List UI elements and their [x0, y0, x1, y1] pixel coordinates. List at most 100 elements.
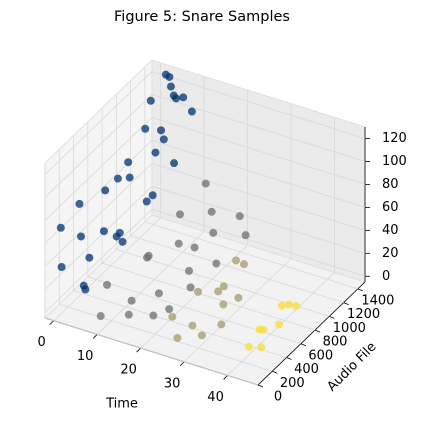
point [175, 210, 184, 219]
z-grid-line [151, 208, 366, 277]
point [179, 93, 188, 102]
point [292, 301, 301, 310]
z-grid-line [151, 94, 366, 162]
point [234, 293, 243, 302]
point [159, 135, 168, 144]
z-grid-line [151, 185, 366, 254]
z-grid-line [44, 71, 153, 175]
y-tick-label: 600 [308, 348, 333, 363]
point [188, 321, 197, 330]
z-tick-label: 80 [382, 177, 399, 192]
point [219, 300, 228, 309]
point [113, 174, 122, 183]
y-grid-line [59, 303, 273, 372]
x-tick [179, 361, 185, 367]
y-tick-label: 0 [274, 390, 282, 405]
x-tick-label: 40 [207, 390, 224, 405]
point [209, 228, 218, 237]
point [125, 173, 134, 182]
point [127, 296, 136, 305]
y-tick [300, 343, 306, 347]
point [201, 179, 210, 188]
x-tick-label: 0 [38, 335, 46, 350]
z-grid-line [44, 163, 153, 267]
point [219, 282, 228, 291]
x-grid-line [140, 244, 248, 349]
point [101, 186, 110, 195]
y-tick-label: 800 [323, 335, 348, 350]
y-tick-label: 400 [294, 362, 319, 377]
point [187, 107, 196, 116]
point [214, 287, 223, 296]
y-tick [329, 315, 335, 319]
point [103, 280, 112, 289]
point [212, 259, 221, 268]
point [56, 223, 65, 232]
z-grid-line [151, 117, 366, 185]
point [174, 239, 183, 248]
point [149, 311, 158, 320]
z-grid-line [44, 117, 153, 221]
y-tick [272, 370, 278, 374]
point [235, 212, 244, 221]
point [207, 207, 216, 216]
point [165, 305, 174, 314]
panes [44, 58, 366, 386]
point [146, 96, 155, 105]
point [217, 320, 226, 329]
x-grid-line [53, 217, 161, 322]
z-grid-line [151, 71, 366, 139]
point [275, 320, 284, 329]
point [81, 285, 90, 294]
point [277, 301, 286, 310]
x-tick [92, 334, 98, 339]
y-tick-label: 1000 [333, 321, 366, 336]
x-tick-label: 20 [120, 363, 137, 378]
x-tick-label: 10 [77, 349, 94, 364]
z-tick-label: 100 [382, 154, 407, 169]
x-grid-line [96, 231, 205, 335]
z-grid-line [44, 186, 153, 290]
point [124, 158, 133, 167]
z-axis-label: Pitch [423, 179, 426, 211]
point [232, 256, 241, 265]
x-axis-label: Time [105, 397, 138, 412]
point [57, 263, 66, 272]
y-tick-label: 1400 [361, 293, 394, 308]
y-tick-label: 1200 [347, 307, 380, 322]
z-tick-label: 120 [382, 131, 407, 146]
y-tick [286, 357, 292, 360]
point [239, 260, 248, 269]
point [118, 237, 127, 246]
point [244, 342, 253, 351]
point [124, 310, 133, 319]
point [151, 148, 160, 157]
points [56, 70, 301, 352]
point [255, 325, 264, 334]
y-tick [357, 288, 364, 292]
x-tick [136, 347, 141, 353]
chart-title: Figure 5: Snare Samples [114, 9, 290, 25]
z-grid-line [151, 139, 366, 208]
z-tick-label: 0 [382, 269, 390, 284]
point [194, 287, 203, 296]
x-tick-label: 30 [164, 376, 181, 391]
point [284, 300, 293, 309]
point [99, 227, 108, 236]
y-tick-label: 200 [280, 376, 305, 391]
z-tick-label: 40 [382, 223, 399, 238]
point [157, 126, 166, 135]
y-grid-line [144, 221, 358, 290]
point [257, 343, 266, 352]
point [170, 159, 179, 168]
z-tick-label: 60 [382, 200, 399, 215]
point [241, 231, 250, 240]
point [77, 232, 86, 241]
y-grid-line [101, 262, 316, 331]
point [169, 91, 178, 100]
y-tick [314, 329, 321, 333]
point [168, 312, 177, 321]
z-grid-line [151, 162, 366, 231]
